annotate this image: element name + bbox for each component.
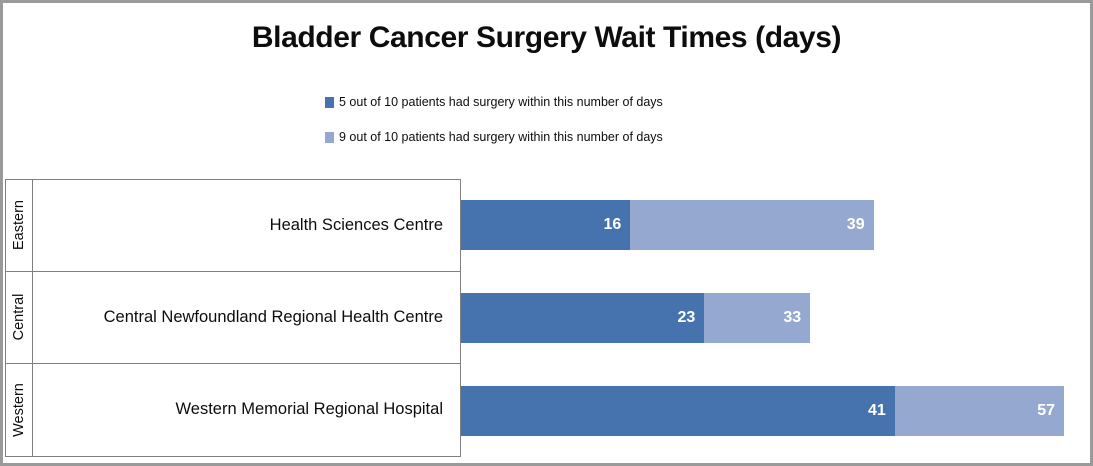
facility-label-2: Western Memorial Regional Hospital [175,400,443,419]
region-cell-western: Western [6,363,33,456]
facility-label-1: Central Newfoundland Regional Health Cen… [103,307,443,326]
bar-segment-median-0[interactable]: 16 [461,200,631,251]
legend-swatch-ninetieth-icon [325,131,334,143]
plot-area: Eastern Health Sciences Centre Central C… [5,179,1086,457]
table-row: Eastern Health Sciences Centre [6,180,460,272]
bar-segment-ninetieth-1[interactable]: 33 [704,292,811,343]
region-label-western: Western [11,383,27,437]
bar-segment-median-1[interactable]: 23 [461,292,705,343]
facility-label-0: Health Sciences Centre [269,215,443,234]
chart-title: Bladder Cancer Surgery Wait Times (days) [251,21,842,54]
region-cell-eastern: Eastern [6,180,33,271]
facility-cell-1: Central Newfoundland Regional Health Cen… [33,272,460,363]
bar-value-ninetieth-0: 39 [846,216,865,234]
bar-track-2: 41 57 [461,385,1065,436]
table-row: Central Central Newfoundland Regional He… [6,271,460,364]
bars-area: 16 39 23 33 [461,179,1086,457]
region-label-central: Central [11,294,27,341]
bar-value-ninetieth-1: 33 [783,308,802,326]
bar-value-median-1: 23 [677,308,696,326]
bar-row-1: 23 33 [461,272,1086,365]
bar-track-0: 16 39 [461,200,874,251]
facility-cell-2: Western Memorial Regional Hospital [33,364,460,456]
bar-segment-median-2[interactable]: 41 [461,385,895,436]
bar-track-1: 23 33 [461,292,811,343]
bar-segment-ninetieth-0[interactable]: 39 [630,200,874,251]
bar-segment-ninetieth-2[interactable]: 57 [894,385,1065,436]
bar-value-median-0: 16 [603,216,622,234]
bar-value-median-2: 41 [867,401,886,419]
bar-row-0: 16 39 [461,179,1086,272]
region-label-eastern: Eastern [11,200,27,251]
legend-item-ninetieth[interactable]: 9 out of 10 patients had surgery within … [325,126,755,148]
legend-item-median[interactable]: 5 out of 10 patients had surgery within … [325,91,755,113]
facility-cell-0: Health Sciences Centre [33,180,460,271]
legend-label-ninetieth: 9 out of 10 patients had surgery within … [339,130,663,144]
region-cell-central: Central [6,271,33,363]
table-row: Western Western Memorial Regional Hospit… [6,363,460,456]
bar-value-ninetieth-2: 57 [1037,401,1056,419]
category-axis-table: Eastern Health Sciences Centre Central C… [5,179,461,457]
bar-row-2: 41 57 [461,364,1086,457]
legend-label-median: 5 out of 10 patients had surgery within … [339,95,663,109]
legend-swatch-median-icon [325,96,334,108]
chart-legend: 5 out of 10 patients had surgery within … [325,91,755,161]
